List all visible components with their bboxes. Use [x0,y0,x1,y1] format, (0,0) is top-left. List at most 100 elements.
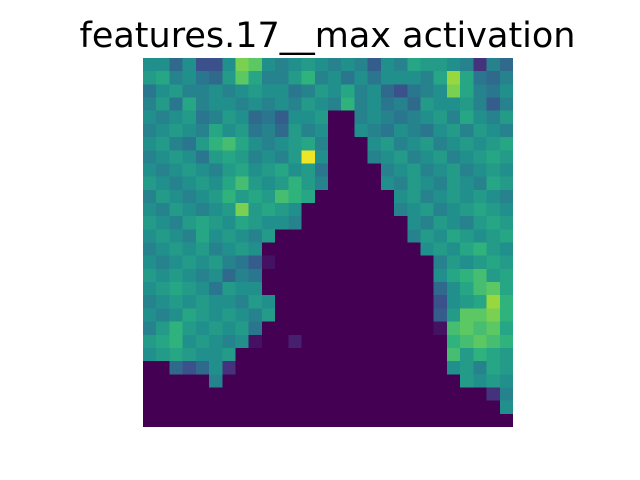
heatmap-cell [169,137,184,151]
heatmap-cell [275,123,289,138]
heatmap-cell [433,347,448,362]
heatmap-cell [209,334,223,349]
heatmap-cell [235,387,250,402]
heatmap-cell [367,321,382,336]
heatmap-cell [156,295,170,309]
heatmap-cell [367,202,382,217]
heatmap-cell [156,110,170,125]
heatmap-cell [407,216,421,230]
heatmap-cell [209,176,223,191]
heatmap-cell [275,202,289,217]
heatmap-cell [248,387,263,402]
heatmap-cell [446,361,461,375]
heatmap-cell [433,58,448,72]
heatmap-cell [235,282,250,296]
heatmap-cell [446,334,461,349]
heatmap-cell [156,321,170,336]
heatmap-cell [486,150,501,164]
heatmap-cell [156,58,170,72]
heatmap-cell [446,268,461,283]
heatmap-cell [473,282,487,296]
heatmap-cell [222,347,236,362]
heatmap-cell [499,255,513,270]
heatmap-cell [341,308,355,322]
heatmap-cell [143,295,157,309]
heatmap-cell [380,229,395,243]
heatmap-cell [341,110,355,125]
heatmap-cell [341,334,355,349]
heatmap-cell [182,176,197,191]
heatmap-cell [261,321,276,336]
heatmap-cell [222,58,236,72]
heatmap-cell [380,110,395,125]
heatmap-cell [367,413,382,427]
heatmap-cell [354,189,369,204]
heatmap-cell [143,150,157,164]
heatmap-cell [156,150,170,164]
heatmap-cell [182,400,197,415]
heatmap-cell [248,374,263,388]
heatmap-cell [209,413,223,427]
heatmap-cell [380,176,395,191]
heatmap-cell [143,268,157,283]
heatmap-cell [473,374,487,388]
heatmap-cell [354,255,369,270]
heatmap-cell [248,58,263,72]
heatmap-cell [499,176,513,191]
heatmap-cell [235,110,250,125]
heatmap-cell [169,282,184,296]
heatmap-cell [380,150,395,164]
heatmap-cell [209,216,223,230]
heatmap-cell [486,137,501,151]
heatmap-cell [367,347,382,362]
heatmap-cell [499,387,513,402]
heatmap-cell [288,321,302,336]
heatmap-cell [460,189,474,204]
heatmap-cell [473,413,487,427]
heatmap-cell [235,347,250,362]
heatmap-cell [420,150,435,164]
heatmap-cell [182,361,197,375]
heatmap-cell [341,268,355,283]
heatmap-cell [235,150,250,164]
heatmap-cell [222,84,236,98]
heatmap-cell [156,374,170,388]
heatmap-cell [261,282,276,296]
heatmap-cell [248,400,263,415]
heatmap-cell [486,347,501,362]
heatmap-cell [328,334,342,349]
heatmap-cell [248,137,263,151]
heatmap-cell [341,387,355,402]
heatmap-cell [486,110,501,125]
heatmap-cell [182,150,197,164]
heatmap-cell [209,229,223,243]
heatmap-cell [143,163,157,178]
heatmap-cell [143,282,157,296]
heatmap-cell [222,321,236,336]
heatmap-cell [301,216,316,230]
heatmap-cell [275,295,289,309]
heatmap-cell [156,123,170,138]
heatmap-cell [328,216,342,230]
heatmap-cell [473,216,487,230]
heatmap-cell [314,282,329,296]
heatmap-cell [261,229,276,243]
heatmap-cell [222,400,236,415]
heatmap-cell [275,321,289,336]
heatmap-cell [314,413,329,427]
heatmap-cell [235,97,250,112]
heatmap-cell [354,110,369,125]
heatmap-cell [341,400,355,415]
heatmap-cell [486,97,501,112]
heatmap-cell [460,110,474,125]
heatmap-cell [394,110,408,125]
heatmap-cell [169,123,184,138]
heatmap-cell [301,374,316,388]
heatmap-cell [341,97,355,112]
heatmap-cell [433,242,448,257]
heatmap-cell [354,71,369,85]
heatmap-cell [407,400,421,415]
heatmap-cell [460,255,474,270]
heatmap-cell [394,71,408,85]
heatmap-cell [143,413,157,427]
